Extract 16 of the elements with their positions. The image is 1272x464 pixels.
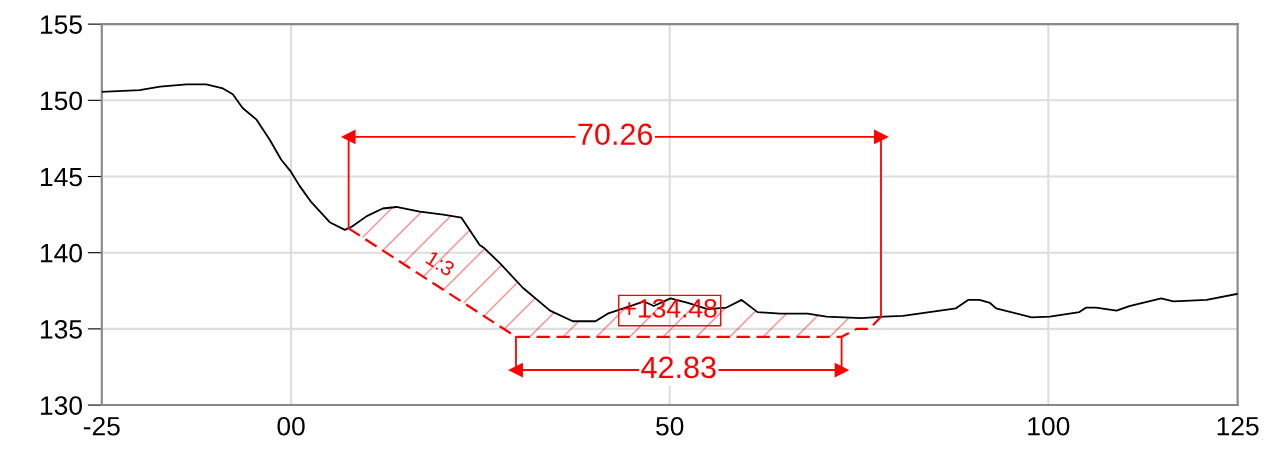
y-tick-label: 135 (41, 320, 82, 339)
annotation: 70.26 (578, 123, 653, 146)
annotation: 42.83 (641, 356, 716, 379)
x-tick-label: 50 (656, 416, 684, 436)
x-tick-label: -25 (83, 416, 120, 436)
y-tick-label: 140 (41, 243, 82, 263)
annotation: 1:3 (425, 250, 456, 277)
x-tick-label: 125 (1217, 416, 1259, 436)
line-series (101, 83, 1238, 323)
y-tick-label: 130 (41, 396, 82, 415)
annotation: +134.48 (622, 299, 717, 318)
x-tick-label: 00 (277, 416, 305, 436)
x-tick-label: 100 (1028, 416, 1070, 436)
y-tick-label: 145 (41, 167, 82, 187)
y-tick-label: 155 (41, 15, 82, 34)
y-tick-label: 150 (41, 91, 82, 111)
